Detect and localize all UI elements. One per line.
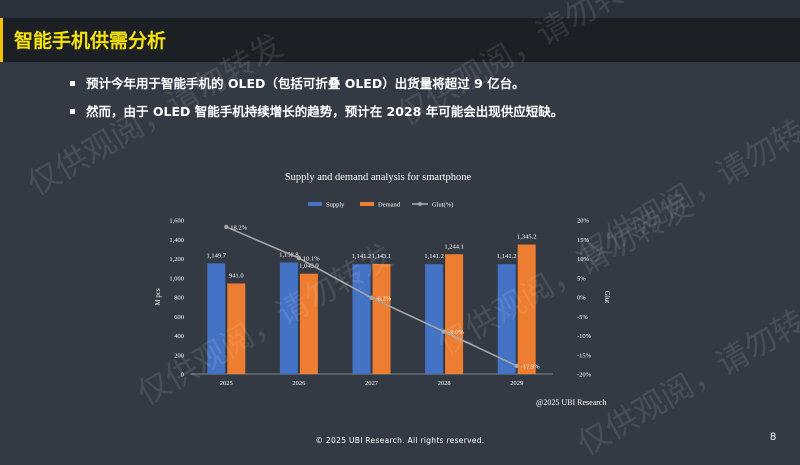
demand-bar [445,254,464,374]
page-number: 8 [770,431,777,443]
legend-label: Supply [326,202,345,209]
demand-data-label: 1,345.2 [517,234,537,241]
bullet-marker [70,109,75,114]
title-bar: 智能手机供需分析 [0,18,800,62]
demand-data-label: 1,042.0 [299,263,319,270]
glut-point [296,255,302,261]
demand-bar [372,263,391,374]
y2-tick-label: 20% [577,218,590,225]
supply-bar [352,264,371,374]
bullet-item: 预计今年用于智能手机的 OLED（包括可折叠 OLED）出货量将超过 9 亿台。 [70,70,770,98]
glut-data-label: -17.9% [521,363,541,370]
y-tick-label: 1,400 [169,237,184,244]
x-tick-label: 2027 [365,380,379,387]
glut-data-label: -0.2% [376,295,392,302]
supply-bar [425,264,444,374]
glut-point [224,224,229,230]
y-axis-title: M pcs [154,288,162,306]
y2-tick-label: 5% [577,275,586,282]
x-tick-label: 2028 [438,380,451,387]
y-tick-label: 1,200 [169,256,184,263]
top-band [0,0,800,18]
copyright-footer: © 2025 UBI Research. All rights reserved… [315,436,485,445]
demand-data-label: 1,244.1 [444,243,464,250]
y2-tick-label: 10% [577,256,590,263]
y-tick-label: 1,000 [169,275,184,282]
chart-canvas: 0 200 400 600 800 1,000 1,200 1,400 1,600 -20% -15… [154,202,611,388]
y2-tick-label: 15% [577,237,590,244]
bullet-text: 预计今年用于智能手机的 OLED（包括可折叠 OLED）出货量将超过 9 亿台。 [86,76,525,91]
bullet-item: 然而，由于 OLED 智能手机持续增长的趋势，预计在 2028 年可能会出现供应… [70,98,770,126]
legend-swatch [308,202,322,206]
y2-axis-title: Glut [603,291,611,304]
x-tick-label: 2029 [510,380,523,387]
supply-data-label: 1,149.7 [207,252,227,259]
y2-tick-label: -20% [577,372,592,379]
bullet-text: 然而，由于 OLED 智能手机持续增长的趋势，预计在 2028 年可能会出现供应… [86,104,564,119]
title-accent [0,18,3,62]
y-tick-label: 200 [174,352,184,359]
y2-tick-label: 0% [577,295,586,302]
y2-tick-label: -10% [577,333,592,340]
supply-bar [207,263,226,374]
demand-data-label: 941.0 [229,272,244,279]
y-tick-label: 0 [181,372,184,379]
legend-label: Demand [378,202,401,209]
supply-data-label: 1,141.2 [424,253,444,260]
glut-data-label: -9.0% [448,329,464,336]
y-tick-label: 800 [174,295,184,302]
bullet-list: 预计今年用于智能手机的 OLED（包括可折叠 OLED）出货量将超过 9 亿台。… [70,70,770,126]
glut-data-label: 10.1% [303,256,320,263]
bullet-marker [70,81,75,86]
legend-label: Glut(%) [432,202,453,209]
y-tick-label: 1,600 [169,218,184,225]
y2-tick-label: -5% [577,314,588,321]
glut-point [369,295,374,300]
glut-point [441,329,447,334]
y-tick-label: 600 [174,314,184,321]
demand-bar [227,283,246,374]
glut-point [514,363,519,369]
legend-swatch-marker [418,202,422,206]
legend-swatch [360,202,374,206]
x-tick-label: 2025 [220,380,233,387]
supply-bar [497,264,516,374]
supply-data-label: 1,141.2 [352,253,372,260]
y-tick-label: 400 [174,333,184,340]
source-credit: @2025 UBI Research [536,398,607,407]
x-tick-label: 2026 [292,380,306,387]
supply-demand-chart: Supply and demand analysis for smartphon… [148,172,656,410]
y2-tick-label: -15% [577,352,592,359]
slide-title: 智能手机供需分析 [14,30,167,52]
demand-data-label: 1,143.1 [372,253,392,260]
supply-bar [279,262,298,374]
demand-bar [517,244,536,374]
glut-data-label: 18.2% [230,224,247,231]
chart-title: Supply and demand analysis for smartphon… [284,172,472,183]
demand-bar [299,273,318,374]
supply-data-label: 1,158.8 [279,251,299,258]
supply-data-label: 1,141.2 [497,253,517,260]
